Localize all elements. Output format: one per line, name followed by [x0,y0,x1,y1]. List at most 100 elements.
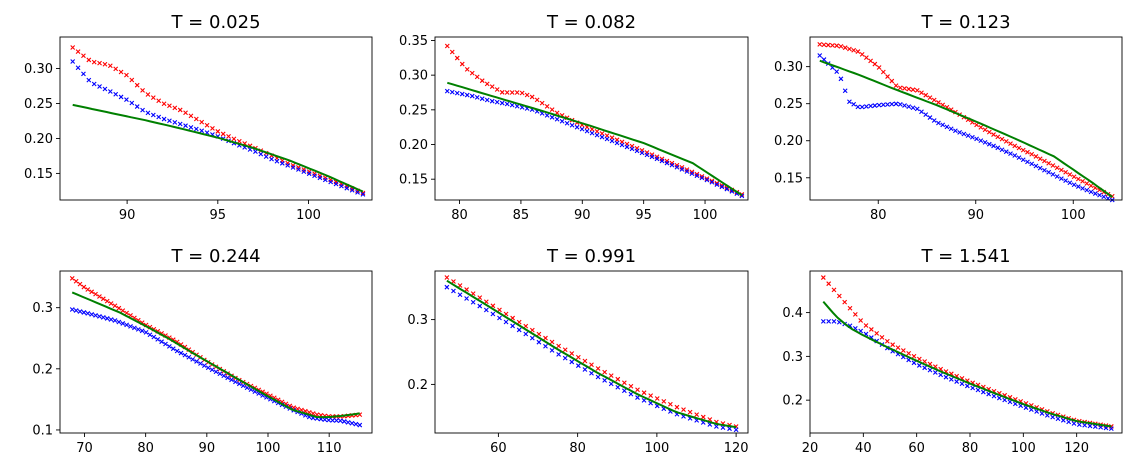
series-red-point [156,98,162,104]
series-blue-point [464,296,469,301]
y-tick-label: 0.4 [782,306,803,321]
series-blue-point [659,158,665,164]
series-red-point [859,52,865,57]
series-blue-point [172,119,178,125]
series-red-point [689,169,695,175]
series-red-point [906,86,912,92]
series-red-point [599,131,605,136]
series-blue-point [944,124,950,130]
series-blue-point [1063,178,1069,184]
series-red-point [519,90,525,96]
series-red-point [118,69,124,75]
series-red-point [852,311,858,317]
series-blue-point [614,140,620,146]
series-red-point [1084,181,1090,186]
series-blue-point [91,81,97,87]
series-red-point [1080,178,1085,184]
series-blue-point [556,352,562,357]
y-tick-label: 0.20 [774,134,803,149]
chart-title: T = 1.541 [920,246,1010,267]
series-red-point [667,401,673,407]
series-model-line [447,81,743,196]
x-tick-label: 110 [317,441,342,456]
series-blue-point [910,105,916,111]
series-blue-point [704,177,710,183]
series-blue-point [349,420,355,426]
series-red-point [543,335,548,341]
series-red-point [134,82,140,88]
series-red-point [817,42,823,47]
series-blue-point [322,417,328,422]
series-red-point [641,390,647,396]
series-blue-point [978,138,984,144]
subplot-3: T = 0.123 80 90 100 0.15 0.20 0.25 0.30 [774,12,1123,223]
series-red-point [1012,143,1018,149]
series-blue-point [847,99,852,105]
series-blue-point [720,425,726,430]
series-red-point [982,127,988,133]
series-blue-point [922,365,928,371]
series-red-point [102,61,108,67]
series-red-point [523,323,529,329]
x-tick-label: 100 [644,441,669,456]
series-red-point [895,345,901,350]
series-red-point [890,342,896,348]
series-red-point [936,100,941,105]
series-blue-point [233,379,238,385]
series-red-point [594,128,600,134]
series-blue-point [923,112,929,118]
series-red-point [821,42,827,48]
series-blue-point [674,164,680,170]
series-red-point [479,78,485,84]
series-red-point [81,53,86,59]
series-blue-point [1108,426,1114,432]
series-blue-point [459,91,465,97]
series-blue-point [927,115,933,120]
series-red-point [893,83,899,88]
series-red-point [635,387,640,393]
series-blue-point [932,370,938,375]
series-blue-point [290,165,296,170]
series-blue-point [982,140,988,145]
series-blue-point [134,104,140,109]
y-tick-label: 0.3 [782,350,803,365]
series-red-point [604,133,610,138]
series-red-point [595,366,601,371]
x-tick-label: 100 [1011,441,1036,456]
series-blue-point [584,128,590,134]
series-red-point [97,294,102,299]
series-blue-point [151,334,157,340]
series-blue-point [225,375,231,381]
series-blue-point [464,92,470,98]
x-tick-label: 70 [76,441,93,456]
series-blue-point [209,367,215,373]
series-blue-point [449,89,455,95]
series-blue-point [1046,169,1052,175]
series-blue-point [341,419,347,424]
series-blue-point [236,381,242,387]
series-blue-point [911,360,917,366]
series-blue-point [604,136,610,142]
series-blue-point [628,391,634,397]
series-red-point [851,47,857,53]
series-red-point [974,122,979,128]
series-blue-point [163,341,168,347]
series-red-point [927,95,933,100]
y-tick-label: 0.15 [774,171,803,186]
series-blue-point [817,53,823,58]
plot-frame [434,36,749,201]
series-red-point [544,104,550,109]
series-blue-point [190,356,196,362]
series-red-point [714,180,720,186]
series-blue-point [927,367,933,373]
series-red-point [880,69,886,75]
y-tick-label: 0.30 [24,62,53,77]
series-blue-point [559,118,565,124]
series-blue-point [344,185,350,191]
series-blue-point [253,149,258,155]
series-red-point [1008,141,1013,147]
series-blue-point [999,147,1005,153]
series-red-point [1054,165,1060,171]
chart-title: T = 0.025 [170,12,260,33]
x-tick-label: 80 [451,208,468,223]
